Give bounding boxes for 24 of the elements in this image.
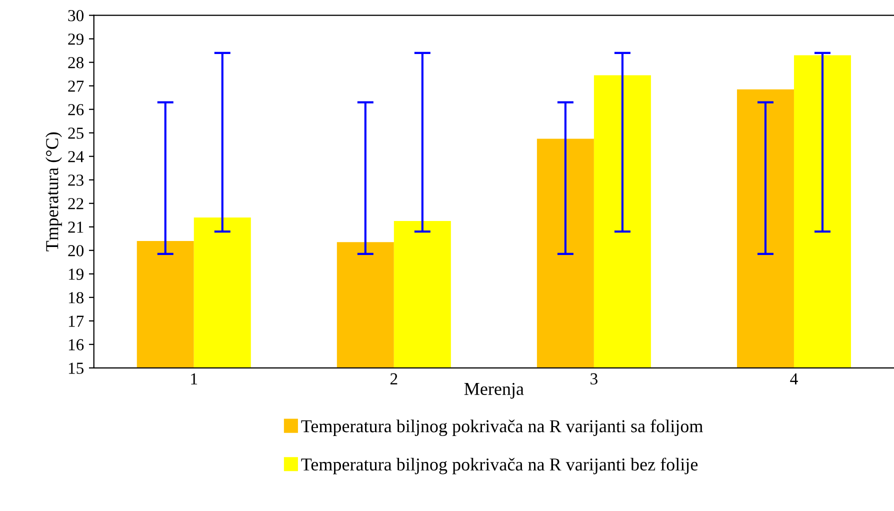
y-tick-label: 15: [68, 362, 84, 374]
y-tick-label: 24: [68, 151, 84, 162]
y-tick-label: 27: [68, 80, 84, 92]
legend-label: Temperatura biljnog pokrivača na R varijanti bez folije: [301, 458, 698, 474]
y-tick-label: 28: [68, 57, 84, 68]
legend-label: Temperatura biljnog pokrivača na R varijanti sa folijom: [301, 419, 703, 436]
x-axis-title: Merenja: [464, 382, 524, 399]
y-tick-label: 20: [68, 245, 84, 256]
y-tick-label: 26: [68, 104, 84, 116]
x-tick-label: 1: [191, 373, 198, 384]
y-tick-label: 21: [68, 222, 84, 233]
y-tick-label: 19: [68, 268, 84, 280]
y-tick-label: 18: [68, 292, 84, 304]
y-tick-label: 25: [68, 128, 84, 139]
y-tick-label: 17: [68, 316, 84, 327]
x-tick-label: 3: [590, 373, 598, 385]
y-tick-label: 30: [68, 10, 84, 22]
x-tick-label: 2: [390, 373, 398, 384]
y-tick-label: 22: [68, 198, 84, 210]
y-tick-label: 23: [68, 174, 84, 186]
y-axis-title: Tmperatura (°C): [46, 132, 62, 252]
y-tick-label: 16: [68, 339, 84, 350]
y-tick-label: 29: [68, 34, 84, 45]
x-tick-label: 4: [790, 373, 798, 384]
